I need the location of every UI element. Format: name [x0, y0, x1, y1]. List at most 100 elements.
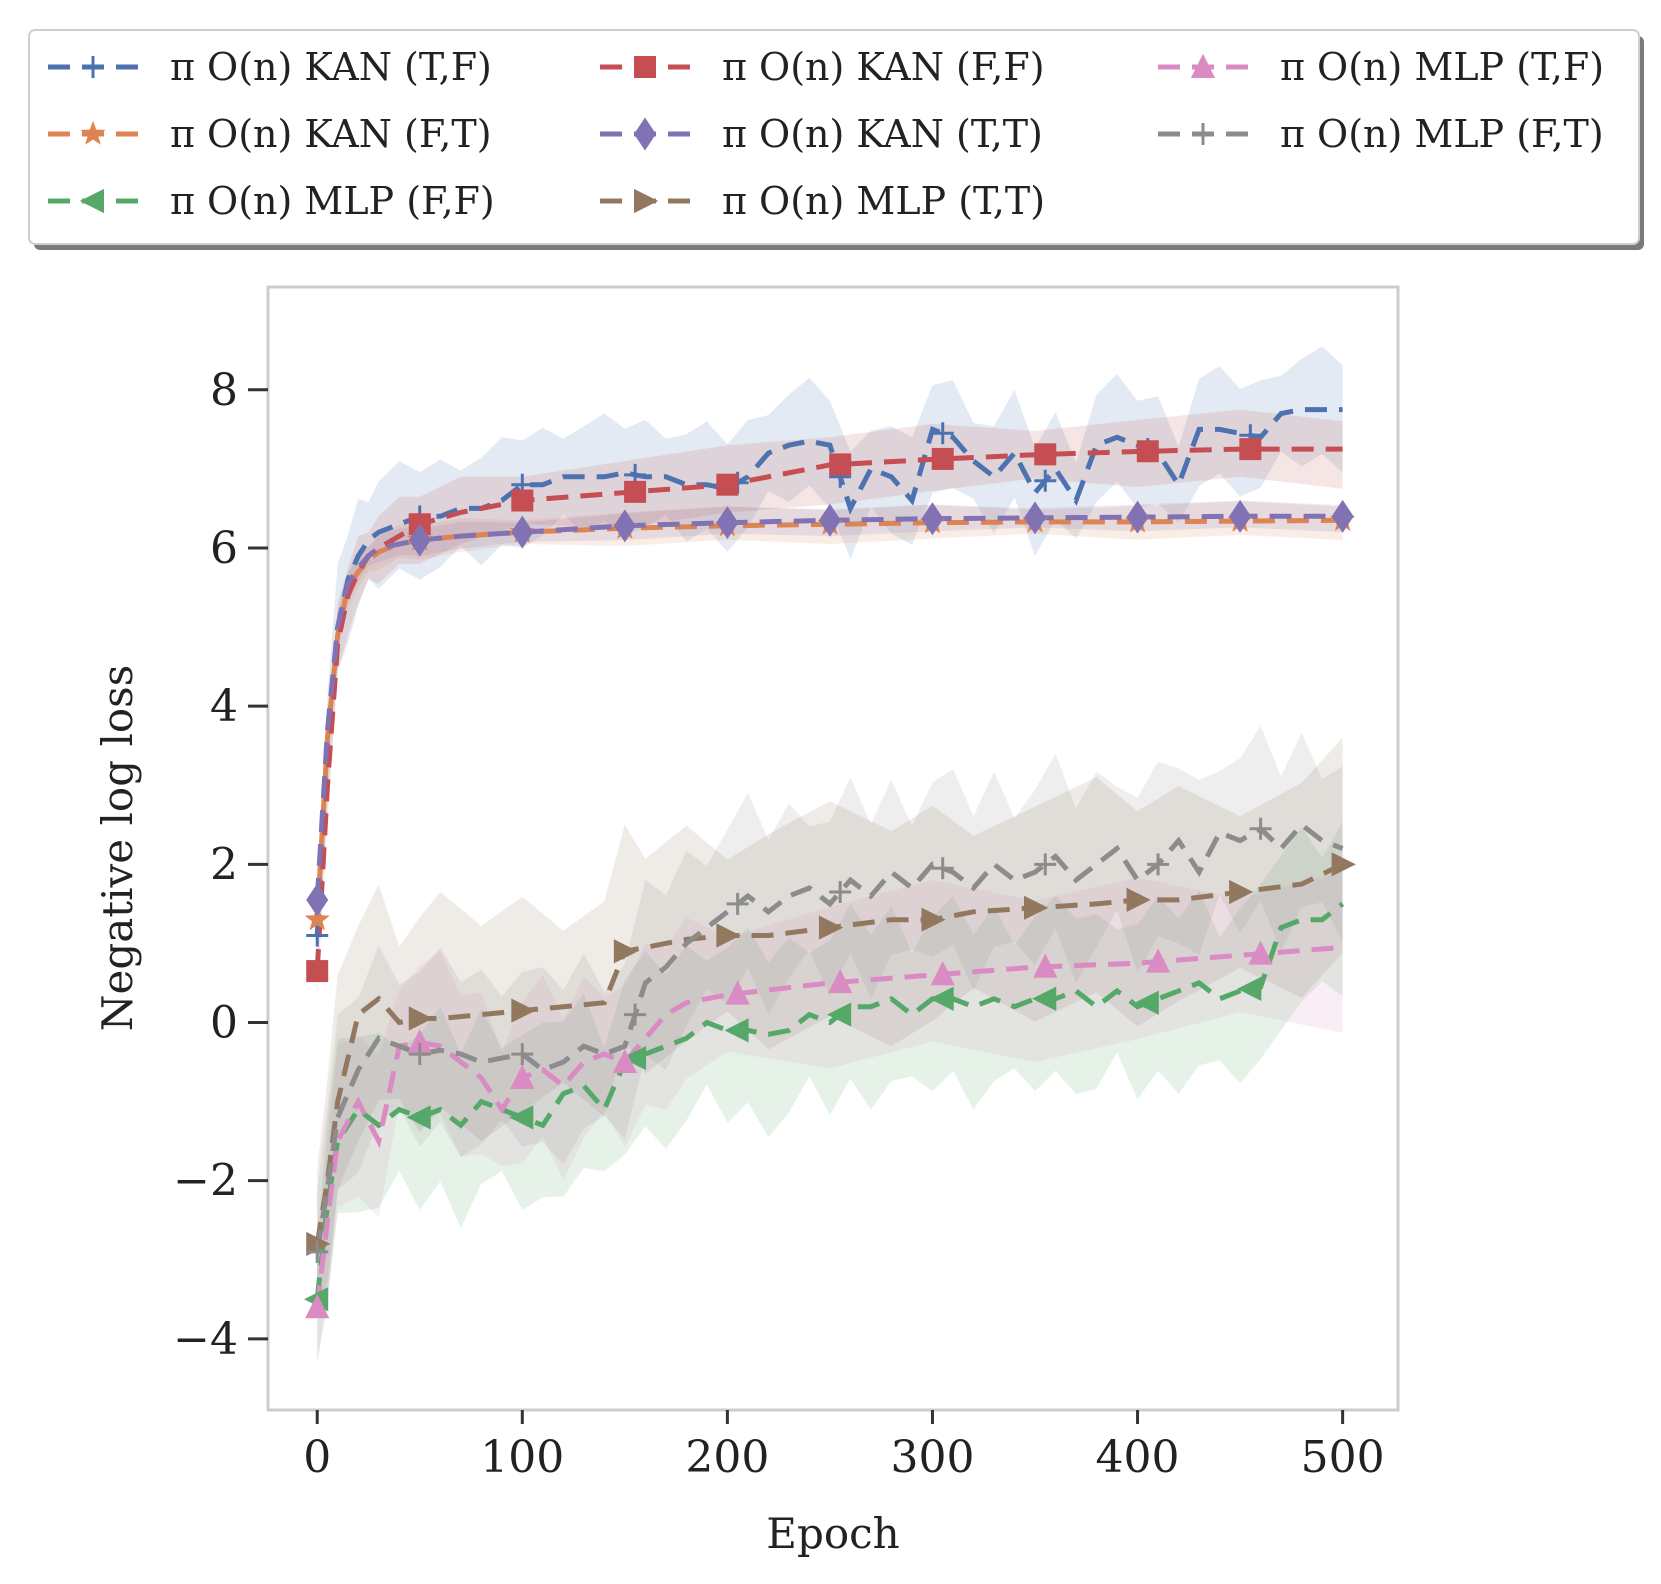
- data-point-o-n-kan-f-f: [624, 480, 647, 503]
- data-point-o-n-kan-t-t: [1331, 499, 1354, 533]
- data-point-o-n-kan-t-f: [306, 924, 329, 947]
- data-point-o-n-mlp-f-f: [1134, 990, 1159, 1015]
- legend-label: π O(n) KAN (F,F): [722, 45, 1045, 89]
- data-point-o-n-kan-f-f: [931, 447, 954, 470]
- y-tick-label: 8: [210, 365, 238, 416]
- data-point-o-n-mlp-t-t: [1229, 879, 1254, 905]
- legend: π O(n) KAN (T,F) π O(n) KAN (F,T) π O(n) M…: [28, 29, 1644, 250]
- data-point-o-n-mlp-f-t: [624, 1003, 647, 1026]
- band-o-n-kan-f-f: [317, 409, 1343, 995]
- data-point-o-n-mlp-t-t: [1331, 852, 1356, 877]
- legend-marker: [82, 56, 104, 78]
- legend-marker: [80, 120, 106, 145]
- data-point-o-n-kan-t-t: [921, 502, 944, 536]
- x-axis: 0 100 200 300 400 500: [303, 1410, 1385, 1483]
- data-point-o-n-kan-t-t: [1126, 500, 1149, 534]
- legend-label: π O(n) MLP (F,T): [1280, 112, 1604, 156]
- data-point-o-n-mlp-f-t: [1034, 853, 1057, 876]
- legend-marker: [79, 188, 104, 214]
- data-point-o-n-mlp-f-f: [1032, 986, 1057, 1011]
- data-point-o-n-mlp-f-f: [509, 1105, 534, 1130]
- y-tick-label: 0: [210, 997, 238, 1048]
- data-point-o-n-mlp-t-f: [828, 968, 853, 994]
- x-tick-label: 500: [1301, 1432, 1385, 1483]
- data-point-o-n-kan-t-f: [1034, 469, 1057, 492]
- data-point-o-n-mlp-f-f: [724, 1018, 749, 1043]
- data-point-o-n-mlp-f-t: [408, 1043, 431, 1066]
- legend-label: π O(n) MLP (F,F): [170, 179, 495, 223]
- legend-label: π O(n) KAN (T,F): [170, 45, 492, 89]
- data-point-o-n-mlp-f-f: [1237, 976, 1262, 1001]
- legend-marker: [1192, 123, 1214, 145]
- x-tick-label: 300: [890, 1432, 974, 1483]
- data-point-o-n-kan-t-t: [1229, 499, 1252, 533]
- data-point-o-n-kan-t-f: [931, 422, 954, 445]
- data-point-o-n-mlp-f-f: [406, 1105, 431, 1130]
- data-point-o-n-mlp-t-t: [818, 915, 844, 940]
- series-line-o-n-kan-t-f: [314, 407, 1343, 936]
- data-point-o-n-kan-f-f: [511, 489, 534, 512]
- data-point-o-n-kan-f-t: [304, 906, 330, 931]
- data-point-o-n-mlp-t-t: [921, 907, 946, 932]
- data-point-o-n-mlp-t-f: [612, 1048, 637, 1074]
- legend-label: π O(n) KAN (F,T): [170, 112, 492, 156]
- series-line-o-n-mlp-t-t: [314, 862, 1344, 1245]
- y-tick-label: 2: [210, 839, 238, 890]
- data-point-o-n-mlp-f-t: [1147, 853, 1170, 876]
- data-point-o-n-kan-t-t: [511, 515, 534, 549]
- data-point-o-n-mlp-t-t: [408, 1006, 433, 1031]
- x-tick-label: 0: [303, 1432, 331, 1483]
- data-point-o-n-kan-f-f: [829, 453, 852, 476]
- x-axis-label: Epoch: [766, 1509, 899, 1558]
- y-axis: −4 −2 0 2 4 6 8: [173, 365, 268, 1365]
- data-point-o-n-mlp-t-f: [1033, 953, 1058, 978]
- data-point-o-n-mlp-f-t: [511, 1043, 534, 1066]
- band-o-n-kan-t-f: [317, 346, 1343, 974]
- y-axis-label: Negative log loss: [93, 665, 142, 1032]
- data-point-o-n-mlp-t-f: [305, 1293, 330, 1319]
- data-point-o-n-kan-f-f: [1239, 438, 1262, 461]
- y-tick-label: 6: [210, 523, 238, 574]
- legend-marker: [634, 56, 656, 78]
- data-point-o-n-kan-t-t: [716, 506, 739, 540]
- data-point-o-n-mlp-t-f: [510, 1064, 535, 1089]
- band-o-n-mlp-t-f: [317, 871, 1343, 1365]
- x-tick-label: 100: [480, 1432, 564, 1483]
- data-point-o-n-mlp-t-t: [1024, 895, 1049, 920]
- data-point-o-n-mlp-t-t: [613, 939, 639, 964]
- series-line-o-n-mlp-t-f: [314, 944, 1343, 1308]
- series-line-o-n-mlp-f-f: [314, 901, 1345, 1300]
- data-point-o-n-mlp-f-t: [726, 892, 749, 915]
- legend-label: π O(n) MLP (T,T): [722, 179, 1045, 223]
- data-point-o-n-kan-t-t: [1024, 501, 1047, 535]
- data-point-o-n-mlp-t-f: [725, 980, 750, 1005]
- data-point-o-n-kan-t-t: [408, 523, 431, 557]
- data-point-o-n-mlp-t-f: [1145, 948, 1171, 973]
- series-line-o-n-mlp-f-t: [314, 821, 1344, 1253]
- legend-label: π O(n) KAN (T,T): [722, 112, 1043, 156]
- data-point-o-n-mlp-t-f: [407, 1029, 432, 1054]
- data-point-o-n-mlp-f-t: [931, 857, 954, 880]
- legend-marker: [634, 117, 656, 151]
- data-point-o-n-kan-f-f: [1034, 443, 1057, 466]
- data-point-o-n-kan-t-t: [306, 883, 329, 917]
- x-tick-label: 400: [1096, 1432, 1180, 1483]
- data-point-o-n-mlp-f-t: [306, 1240, 329, 1263]
- data-point-o-n-mlp-f-t: [1249, 817, 1272, 840]
- data-point-o-n-kan-f-f: [716, 473, 739, 496]
- data-point-o-n-mlp-t-t: [1126, 887, 1151, 913]
- data-point-o-n-kan-t-t: [818, 503, 841, 537]
- y-tick-label: −4: [173, 1314, 238, 1365]
- data-point-o-n-mlp-f-f: [621, 1045, 647, 1071]
- y-tick-label: 4: [210, 681, 238, 732]
- band-o-n-mlp-f-f: [317, 821, 1343, 1361]
- data-point-o-n-mlp-t-f: [1248, 940, 1273, 965]
- band-o-n-mlp-t-t: [317, 737, 1343, 1320]
- legend-marker: [634, 188, 659, 214]
- legend-marker: [1190, 53, 1216, 78]
- data-point-o-n-mlp-t-t: [511, 998, 536, 1023]
- data-point-o-n-mlp-f-f: [929, 986, 954, 1011]
- legend-frame: [28, 29, 1640, 245]
